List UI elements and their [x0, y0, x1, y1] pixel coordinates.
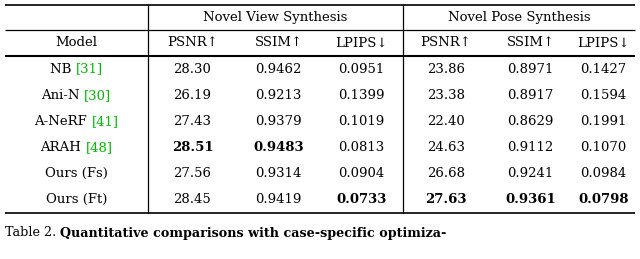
Text: [41]: [41]	[92, 115, 118, 128]
Text: 24.63: 24.63	[427, 141, 465, 154]
Text: 0.9379: 0.9379	[255, 115, 302, 128]
Text: Novel Pose Synthesis: Novel Pose Synthesis	[448, 11, 590, 24]
Text: 23.86: 23.86	[427, 63, 465, 76]
Text: 0.8629: 0.8629	[508, 115, 554, 128]
Text: 0.1991: 0.1991	[580, 115, 627, 128]
Text: 27.63: 27.63	[425, 193, 467, 206]
Text: Ours (Fs): Ours (Fs)	[45, 167, 108, 180]
Text: 28.45: 28.45	[173, 193, 211, 206]
Text: 27.56: 27.56	[173, 167, 211, 180]
Text: Table 2.: Table 2.	[5, 227, 60, 240]
Text: 0.0984: 0.0984	[580, 167, 627, 180]
Text: PSNR↑: PSNR↑	[167, 37, 218, 49]
Text: Novel View Synthesis: Novel View Synthesis	[204, 11, 348, 24]
Text: ARAH: ARAH	[40, 141, 86, 154]
Text: PSNR↑: PSNR↑	[420, 37, 472, 49]
Text: Ours (Ft): Ours (Ft)	[46, 193, 107, 206]
Text: Ani-N: Ani-N	[42, 89, 84, 102]
Text: 0.9213: 0.9213	[255, 89, 301, 102]
Text: 0.8917: 0.8917	[508, 89, 554, 102]
Text: 0.0951: 0.0951	[339, 63, 385, 76]
Text: 0.9483: 0.9483	[253, 141, 304, 154]
Text: SSIM↑: SSIM↑	[506, 37, 555, 49]
Text: Quantitative comparisons with case-specific optimiza-: Quantitative comparisons with case-speci…	[60, 227, 447, 240]
Text: 0.1427: 0.1427	[580, 63, 627, 76]
Text: 0.0733: 0.0733	[336, 193, 387, 206]
Text: 0.9314: 0.9314	[255, 167, 301, 180]
Text: 0.0798: 0.0798	[579, 193, 628, 206]
Text: [31]: [31]	[76, 63, 103, 76]
Text: 26.19: 26.19	[173, 89, 211, 102]
Text: SSIM↑: SSIM↑	[255, 37, 303, 49]
Text: LPIPS↓: LPIPS↓	[577, 37, 630, 49]
Text: 0.0904: 0.0904	[339, 167, 385, 180]
Text: 0.9241: 0.9241	[508, 167, 554, 180]
Text: 0.9361: 0.9361	[505, 193, 556, 206]
Text: LPIPS↓: LPIPS↓	[335, 37, 388, 49]
Text: 0.0813: 0.0813	[339, 141, 385, 154]
Text: 0.1070: 0.1070	[580, 141, 627, 154]
Text: 28.51: 28.51	[172, 141, 213, 154]
Text: 23.38: 23.38	[427, 89, 465, 102]
Text: [30]: [30]	[84, 89, 111, 102]
Text: 0.9112: 0.9112	[508, 141, 554, 154]
Text: 27.43: 27.43	[173, 115, 211, 128]
Text: 0.1399: 0.1399	[339, 89, 385, 102]
Text: Model: Model	[56, 37, 97, 49]
Text: 0.9462: 0.9462	[255, 63, 301, 76]
Text: A-NeRF: A-NeRF	[35, 115, 92, 128]
Text: 26.68: 26.68	[427, 167, 465, 180]
Text: 0.1019: 0.1019	[339, 115, 385, 128]
Text: 0.9419: 0.9419	[255, 193, 301, 206]
Text: 0.1594: 0.1594	[580, 89, 627, 102]
Text: 0.8971: 0.8971	[508, 63, 554, 76]
Text: NB: NB	[50, 63, 76, 76]
Text: 22.40: 22.40	[427, 115, 465, 128]
Text: [48]: [48]	[86, 141, 113, 154]
Text: 28.30: 28.30	[173, 63, 211, 76]
